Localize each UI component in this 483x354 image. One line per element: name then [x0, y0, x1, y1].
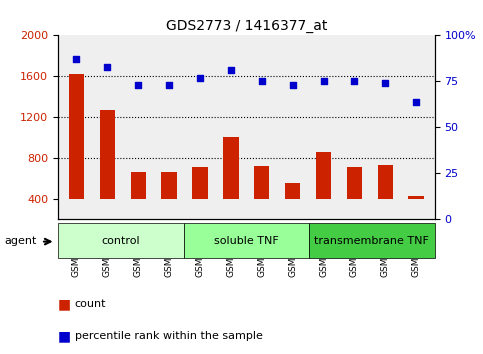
Title: GDS2773 / 1416377_at: GDS2773 / 1416377_at: [166, 19, 327, 33]
Text: transmembrane TNF: transmembrane TNF: [314, 236, 429, 246]
Bar: [316, 152, 331, 199]
Bar: [130, 172, 146, 199]
Text: control: control: [101, 236, 140, 246]
Bar: [223, 137, 239, 199]
Point: [351, 79, 358, 84]
Point: [103, 64, 111, 69]
Bar: [347, 167, 362, 199]
Bar: [285, 183, 300, 199]
FancyBboxPatch shape: [184, 223, 309, 258]
FancyBboxPatch shape: [58, 223, 184, 258]
Bar: [99, 110, 115, 199]
Bar: [192, 167, 208, 199]
Point: [382, 80, 389, 86]
Point: [320, 79, 327, 84]
Bar: [378, 165, 393, 199]
Point: [134, 82, 142, 88]
Point: [227, 68, 235, 73]
Point: [289, 82, 297, 88]
Text: count: count: [75, 299, 106, 309]
Point: [196, 75, 204, 81]
Text: agent: agent: [5, 236, 37, 246]
Point: [412, 99, 420, 104]
Point: [72, 57, 80, 62]
Text: soluble TNF: soluble TNF: [214, 236, 279, 246]
Text: percentile rank within the sample: percentile rank within the sample: [75, 331, 263, 341]
Bar: [69, 74, 84, 199]
Bar: [409, 196, 424, 199]
Bar: [254, 166, 270, 199]
Point: [258, 79, 266, 84]
Point: [165, 82, 173, 88]
Text: ■: ■: [58, 297, 71, 312]
Text: ■: ■: [58, 329, 71, 343]
FancyBboxPatch shape: [309, 223, 435, 258]
Bar: [161, 172, 177, 199]
